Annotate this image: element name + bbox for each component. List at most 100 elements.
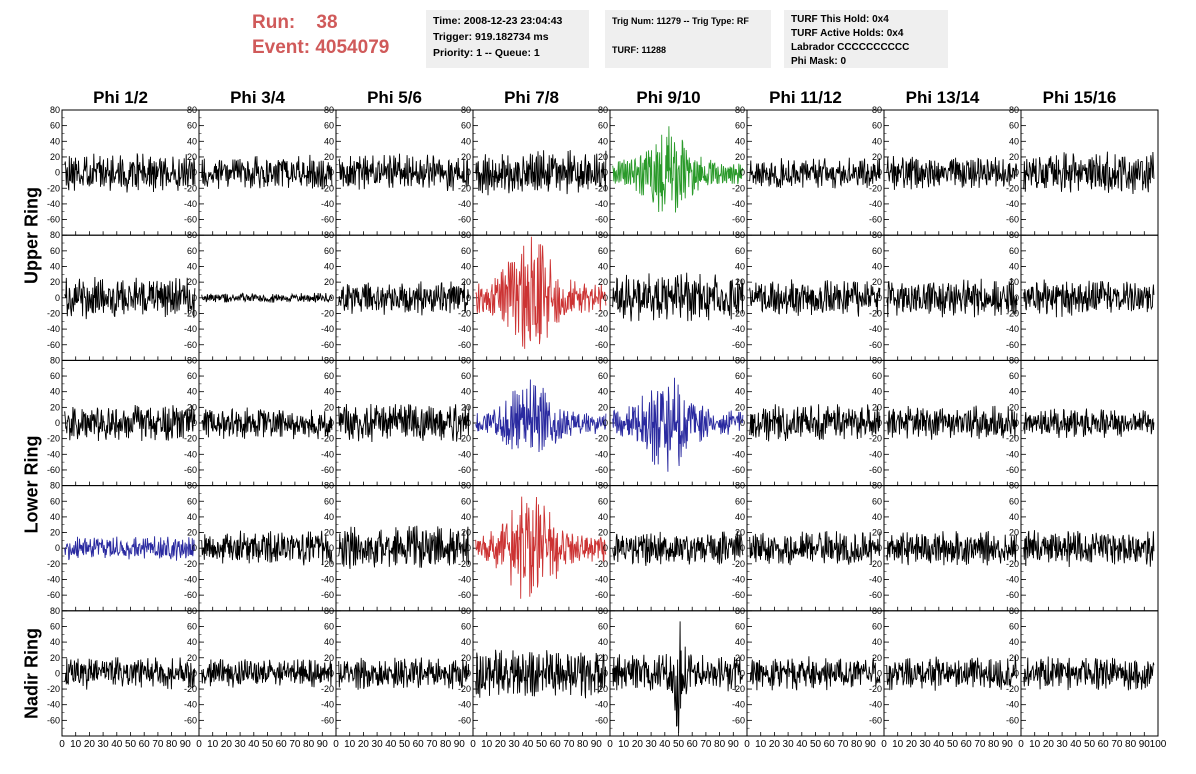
y-tick-label: 60 (324, 121, 334, 131)
y-tick-label: -40 (184, 324, 197, 334)
y-tick-label: -40 (869, 449, 882, 459)
y-tick-label: -60 (321, 590, 334, 600)
y-tick-label: 80 (324, 606, 334, 616)
x-tick-label: 50 (947, 739, 959, 750)
y-tick-label: -20 (732, 308, 745, 318)
y-tick-label: 20 (735, 152, 745, 162)
x-tick-label: 60 (1098, 739, 1110, 750)
y-tick-label: -40 (321, 449, 334, 459)
waveform-trace (1023, 656, 1155, 691)
x-tick-label: 90 (454, 739, 466, 750)
waveform-trace (886, 405, 1018, 440)
y-tick-label: 80 (324, 105, 334, 115)
x-tick-label: 10 (618, 739, 630, 750)
x-tick-label: 40 (111, 739, 123, 750)
y-tick-label: -20 (458, 559, 471, 569)
x-tick-label: 30 (920, 739, 932, 750)
waveform-panel-r0-c1: -60 -40 -20 0 20 40 60 80 (184, 105, 337, 236)
y-tick-label: 80 (872, 606, 882, 616)
y-tick-label: -20 (321, 684, 334, 694)
y-tick-label: 40 (187, 262, 197, 272)
y-tick-label: 40 (735, 136, 745, 146)
x-tick-label: 50 (1084, 739, 1096, 750)
y-tick-label: 20 (187, 152, 197, 162)
x-tick-label: 70 (837, 739, 849, 750)
x-tick-label: 10 (755, 739, 767, 750)
y-tick-label: 0 (329, 543, 334, 553)
y-tick-label: -40 (732, 575, 745, 585)
y-tick-label: 20 (735, 528, 745, 538)
event-line: Event: 4054079 (252, 35, 422, 60)
y-tick-label: -60 (1006, 590, 1019, 600)
y-tick-label: 40 (50, 637, 60, 647)
y-tick-label: -20 (1006, 434, 1019, 444)
y-tick-label: 20 (1009, 402, 1019, 412)
y-tick-label: 20 (324, 402, 334, 412)
y-tick-label: 80 (735, 230, 745, 240)
x-tick-label: 90 (865, 739, 877, 750)
waveform-panel-r1-c3: -60 -40 -20 0 20 40 60 80 (458, 230, 611, 361)
waveform-panel-r1-c2: -60 -40 -20 0 20 40 60 80 (321, 230, 474, 361)
y-tick-label: 20 (187, 528, 197, 538)
y-tick-label: 0 (55, 168, 60, 178)
y-tick-label: 40 (1009, 387, 1019, 397)
y-tick-label: 60 (598, 621, 608, 631)
waveform-panel-r0-c3: -60 -40 -20 0 20 40 60 80 (458, 105, 611, 236)
y-tick-label: -40 (732, 324, 745, 334)
labrador-text: Labrador CCCCCCCCCC (791, 42, 910, 53)
y-tick-label: 60 (324, 246, 334, 256)
waveform-trace (64, 404, 196, 442)
y-tick-label: 20 (187, 277, 197, 287)
x-tick-label: 0 (607, 739, 613, 750)
x-tick-label: 40 (1070, 739, 1082, 750)
phi-mask-text: Phi Mask: 0 (791, 56, 847, 67)
y-tick-label: 60 (461, 371, 471, 381)
y-tick-label: -60 (321, 465, 334, 475)
waveform-trace (612, 530, 744, 566)
x-tick-label: 10 (481, 739, 493, 750)
y-tick-label: -20 (47, 183, 60, 193)
y-tick-label: 60 (187, 246, 197, 256)
y-tick-label: 80 (461, 481, 471, 491)
waveform-trace (1023, 408, 1155, 438)
turf-hold-text: TURF This Hold: 0x4 (791, 14, 889, 25)
y-tick-label: -20 (184, 183, 197, 193)
x-tick-label: 30 (509, 739, 521, 750)
y-tick-label: 80 (735, 481, 745, 491)
waveform-panel-r0-c5: -60 -40 -20 0 20 40 60 80 (732, 105, 885, 236)
y-tick-label: 60 (598, 496, 608, 506)
y-tick-label: 40 (598, 387, 608, 397)
y-tick-label: 0 (192, 168, 197, 178)
y-tick-label: 0 (55, 668, 60, 678)
y-tick-label: 80 (1009, 355, 1019, 365)
column-title-phi-15-16: Phi 15/16 (1042, 88, 1117, 107)
y-tick-label: 40 (735, 637, 745, 647)
y-tick-label: 80 (735, 105, 745, 115)
waveform-panel-r3-c4: -60 -40 -20 0 20 40 60 80 (595, 481, 748, 612)
y-tick-label: 0 (740, 418, 745, 428)
waveform-trace (749, 531, 881, 566)
y-tick-label: 40 (187, 136, 197, 146)
y-tick-label: 60 (1009, 121, 1019, 131)
y-tick-label: -20 (458, 183, 471, 193)
waveform-trace (201, 530, 333, 566)
waveform-panel-r3-c2: -60 -40 -20 0 20 40 60 80 (321, 481, 474, 612)
y-tick-label: -60 (869, 590, 882, 600)
waveform-trace (612, 126, 744, 213)
waveform-panel-r2-c3: -60 -40 -20 0 20 40 60 80 (458, 355, 611, 487)
column-title-phi-3-4: Phi 3/4 (230, 88, 285, 107)
waveform-trace (475, 236, 607, 349)
y-tick-label: -20 (869, 183, 882, 193)
x-tick-label: 0 (333, 739, 339, 750)
x-tick-label: 30 (235, 739, 247, 750)
y-tick-label: 40 (461, 136, 471, 146)
y-tick-label: -60 (47, 715, 60, 725)
x-tick-label: 60 (413, 739, 425, 750)
y-tick-label: -40 (1006, 449, 1019, 459)
y-tick-label: 60 (461, 621, 471, 631)
x-tick-label: 70 (426, 739, 438, 750)
x-tick-label: 80 (440, 739, 452, 750)
y-tick-label: 60 (598, 246, 608, 256)
waveform-trace (64, 276, 196, 320)
y-tick-label: -20 (321, 559, 334, 569)
